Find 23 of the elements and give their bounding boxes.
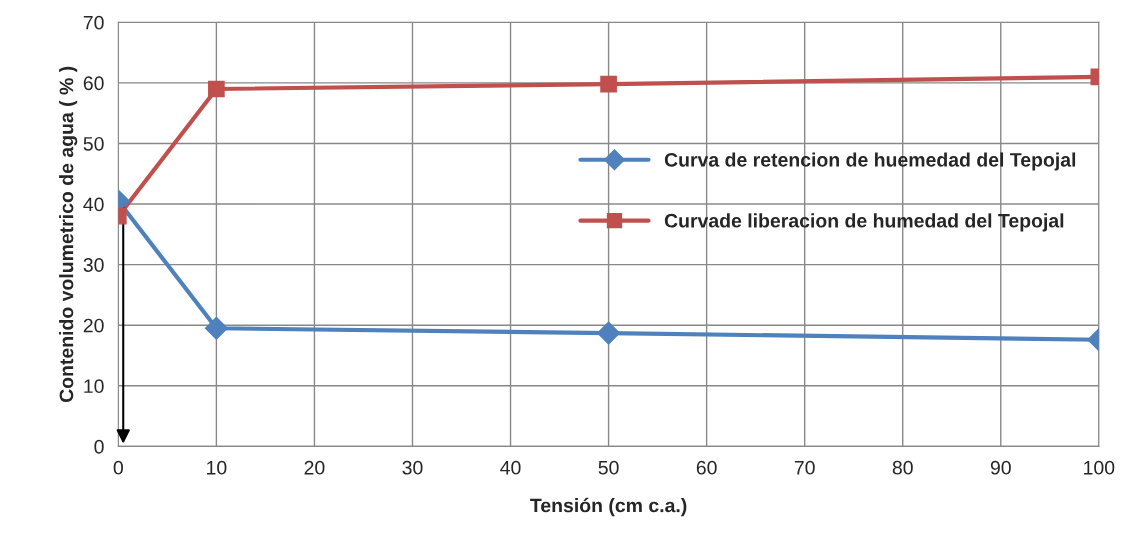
y-tick-label: 50: [83, 136, 104, 151]
y-tick-label: 20: [83, 318, 104, 333]
x-tick-label: 20: [304, 460, 325, 475]
x-tick-label: 70: [794, 460, 815, 475]
legend-label: Curva de retencion de huemedad del Tepojal: [664, 152, 1076, 171]
y-tick-label: 70: [83, 15, 104, 30]
y-tick-label: 60: [83, 76, 104, 91]
x-tick-label: 0: [113, 460, 123, 475]
x-tick-label: 40: [500, 460, 521, 475]
x-tick-label: 30: [402, 460, 423, 475]
x-axis-title: Tensión (cm c.a.): [530, 497, 687, 517]
x-tick-label: 80: [892, 460, 913, 475]
x-tick-label: 100: [1084, 460, 1115, 475]
x-tick-label: 10: [207, 460, 227, 475]
y-tick-label: 0: [94, 439, 104, 454]
y-tick-label: 30: [83, 258, 104, 272]
x-tick-label: 60: [696, 460, 717, 475]
y-tick-label: 10: [84, 379, 104, 394]
x-tick-label: 90: [990, 460, 1011, 475]
y-axis-title: Contenido volumetrico de agua ( % ): [59, 66, 78, 403]
y-tick-label: 40: [83, 197, 104, 212]
x-tick-label: 50: [598, 460, 619, 475]
legend-label: Curvade liberacion de humedad del Tepojal: [664, 213, 1064, 232]
